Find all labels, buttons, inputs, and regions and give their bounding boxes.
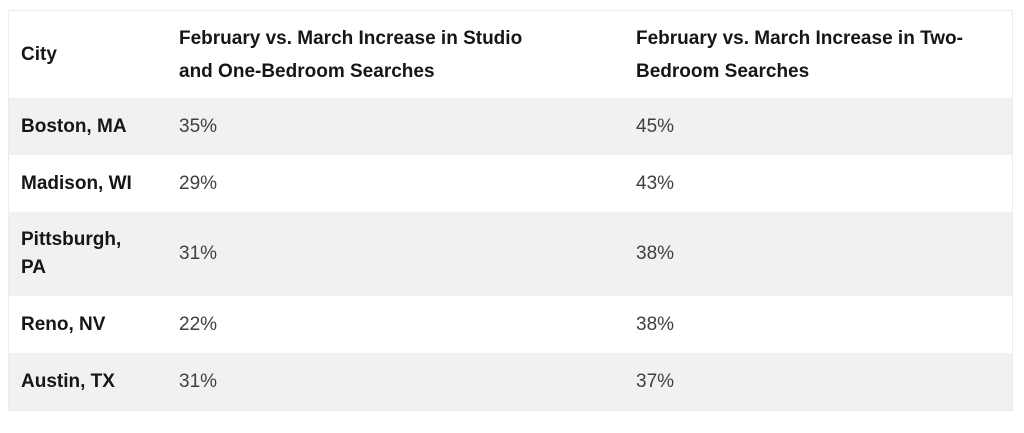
city-cell: Reno, NV (21, 313, 106, 335)
city-cell: Austin, TX (21, 370, 115, 392)
studio-one-bedroom-value: 35% (179, 115, 218, 137)
column-header-two-bedroom: February vs. March Increase in Two-Bedro… (636, 27, 963, 82)
table-row: Boston, MA 35% 45% (9, 98, 1012, 155)
city-cell: Boston, MA (21, 115, 127, 137)
city-cell: Madison, WI (21, 172, 132, 194)
studio-one-bedroom-value: 29% (179, 172, 218, 194)
table-header-row: City February vs. March Increase in Stud… (9, 11, 1012, 98)
column-header-studio-one-bedroom: February vs. March Increase in Studio an… (179, 27, 523, 82)
table-row: Madison, WI 29% 43% (9, 155, 1012, 212)
column-header-city: City (21, 44, 57, 65)
table-row: Reno, NV 22% 38% (9, 296, 1012, 353)
table-row: Austin, TX 31% 37% (9, 353, 1012, 410)
table-row: Pittsburgh, PA 31% 38% (9, 212, 1012, 296)
city-cell: Pittsburgh, PA (21, 229, 122, 278)
two-bedroom-value: 38% (636, 313, 675, 335)
studio-one-bedroom-value: 22% (179, 313, 218, 335)
search-increase-table: City February vs. March Increase in Stud… (8, 10, 1013, 411)
studio-one-bedroom-value: 31% (179, 243, 218, 264)
two-bedroom-value: 38% (636, 243, 675, 264)
two-bedroom-value: 45% (636, 115, 675, 137)
two-bedroom-value: 37% (636, 370, 675, 392)
studio-one-bedroom-value: 31% (179, 370, 218, 392)
two-bedroom-value: 43% (636, 172, 675, 194)
